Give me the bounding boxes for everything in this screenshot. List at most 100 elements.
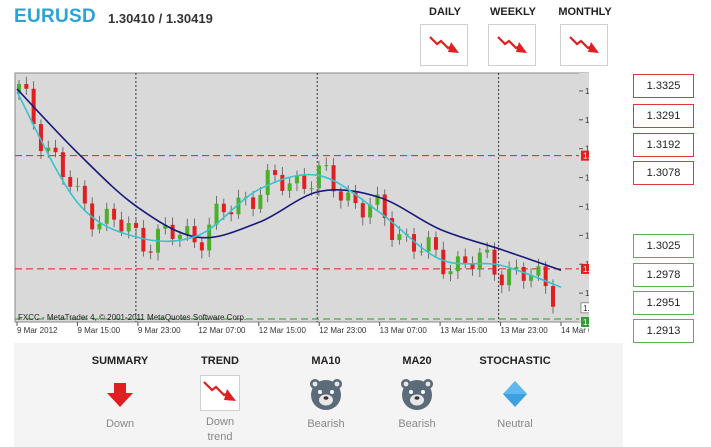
candle-body — [294, 175, 299, 184]
candle-body — [412, 234, 417, 252]
down-trend-icon — [200, 375, 240, 411]
down-arrow-icon — [100, 375, 140, 413]
indicator-ma20: MA20 Bearish — [377, 343, 457, 432]
symbol-title: EURUSD — [14, 6, 97, 27]
indicator-value: Down trend — [205, 416, 235, 443]
price-marker: 1.30392 — [580, 302, 589, 314]
price-chart: 1.32570 1.32280 1.31990 1.31700 1.31410 1.311… — [14, 72, 589, 334]
indicator-title: MA10 — [311, 355, 341, 367]
candle-body — [316, 165, 321, 189]
x-tick-label: 13 Mar 23:00 — [501, 326, 549, 334]
candle-body — [273, 170, 278, 175]
candle-body — [134, 223, 139, 228]
candle-body — [148, 251, 153, 253]
candle-body — [521, 266, 526, 281]
price-marker: 1.31920 — [581, 150, 589, 161]
y-tick-label: 1.31990 — [585, 145, 589, 154]
candle-body — [236, 197, 241, 215]
candle-body — [492, 249, 497, 275]
x-tick-label: 12 Mar 07:00 — [198, 326, 246, 334]
candle-body — [258, 194, 263, 209]
candle-body — [426, 237, 431, 252]
period-weekly[interactable]: WEEKLY — [482, 6, 544, 66]
candle-body — [214, 203, 219, 225]
price-marker-tag — [581, 263, 589, 274]
y-tick-label: 1.31120 — [585, 231, 589, 240]
candle-body — [470, 263, 475, 270]
indicator-title: TREND — [201, 355, 239, 367]
period-monthly[interactable]: MONTHLY — [554, 6, 616, 66]
candle-body — [46, 147, 51, 152]
candle-body — [97, 223, 102, 230]
x-tick-label: 9 Mar 23:00 — [138, 326, 181, 334]
x-tick-label: 9 Mar 2012 — [17, 326, 58, 334]
copyright-text: FXCC - MetaTrader 4, © 2001-2011 MetaQuo… — [18, 313, 246, 322]
x-tick-label: 12 Mar 23:00 — [319, 326, 367, 334]
candle-body — [17, 83, 21, 92]
price-marker-tag — [580, 302, 589, 314]
candle-body — [68, 177, 73, 187]
candle-body — [119, 219, 124, 232]
candle-body — [229, 212, 234, 215]
indicator-title: MA20 — [402, 355, 432, 367]
candle-body — [382, 194, 387, 219]
candle-body — [529, 275, 534, 281]
y-tick-label: 1.32570 — [585, 87, 589, 96]
price-marker-label: 1.30783 — [583, 265, 589, 274]
candle-body — [104, 208, 109, 224]
candle-body — [82, 185, 87, 204]
y-tick-label: 1.30540 — [585, 289, 589, 298]
candle-body — [463, 256, 468, 264]
indicator-title: SUMMARY — [91, 355, 149, 367]
candle-body — [24, 83, 29, 89]
resistance-level: 1.3078 — [633, 161, 694, 185]
candle-body — [170, 224, 175, 240]
candle-body — [221, 203, 226, 213]
bear-icon — [397, 375, 437, 413]
y-tick-label: 1.32280 — [585, 116, 589, 125]
candle-body — [163, 224, 168, 229]
candle-body — [551, 286, 555, 307]
candle-body — [507, 268, 512, 286]
candle-body — [536, 266, 541, 276]
support-level: 1.2951 — [633, 291, 694, 315]
x-tick-label: 13 Mar 15:00 — [440, 326, 488, 334]
price-marker-label: 1.30250 — [583, 318, 589, 327]
candle-body — [185, 226, 190, 235]
price-marker-tag — [581, 317, 589, 327]
candle-body — [280, 174, 285, 191]
down-trend-icon — [560, 24, 608, 66]
candle-body — [433, 237, 438, 250]
candle-body — [514, 266, 519, 269]
candle-body — [112, 208, 117, 220]
x-tick-label: 9 Mar 15:00 — [77, 326, 120, 334]
price-marker: 1.30250 — [581, 317, 589, 327]
price-marker-label: 1.30392 — [583, 304, 589, 313]
down-trend-icon — [420, 24, 468, 66]
indicator-ma10: MA10 Bearish — [286, 343, 366, 432]
x-tick-label: 12 Mar 15:00 — [259, 326, 307, 334]
candle-body — [324, 165, 329, 167]
resistance-level: 1.3192 — [633, 133, 694, 157]
indicator-value: Bearish — [398, 418, 436, 430]
y-tick-label: 1.31410 — [585, 202, 589, 211]
period-label: MONTHLY — [558, 6, 612, 18]
candle-body — [38, 124, 43, 152]
ma20-line — [16, 88, 562, 271]
indicator-value: Neutral — [497, 418, 533, 430]
candle-body — [485, 249, 490, 253]
indicator-value: Bearish — [307, 418, 345, 430]
candle-body — [75, 185, 80, 187]
candle-body — [419, 251, 424, 253]
candle-body — [265, 170, 270, 195]
candle-body — [499, 274, 504, 286]
period-daily[interactable]: DAILY — [414, 6, 476, 66]
bear-icon — [306, 375, 346, 413]
candle-body — [331, 165, 336, 192]
candle-body — [353, 192, 358, 204]
period-label: WEEKLY — [489, 6, 537, 18]
candle-body — [309, 188, 314, 190]
price-marker: 1.30783 — [581, 263, 589, 274]
neutral-diamond-icon — [495, 375, 535, 413]
candle-body — [477, 252, 482, 270]
